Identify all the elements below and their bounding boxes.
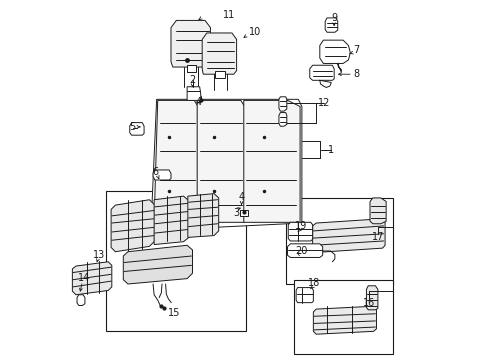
Polygon shape: [129, 123, 144, 135]
Polygon shape: [187, 64, 196, 72]
Polygon shape: [325, 18, 337, 32]
Polygon shape: [278, 97, 286, 111]
Polygon shape: [240, 210, 247, 216]
Text: 1: 1: [327, 144, 333, 154]
Polygon shape: [154, 196, 188, 244]
Polygon shape: [77, 295, 85, 306]
Text: 11: 11: [223, 10, 235, 20]
Text: 12: 12: [317, 98, 329, 108]
Text: 3: 3: [233, 208, 239, 218]
Polygon shape: [369, 198, 386, 224]
Polygon shape: [111, 200, 155, 252]
Text: 7: 7: [352, 45, 359, 55]
Polygon shape: [197, 100, 244, 222]
Polygon shape: [278, 113, 286, 126]
Text: 19: 19: [294, 221, 306, 231]
Text: 6: 6: [152, 167, 158, 177]
Polygon shape: [151, 99, 301, 230]
Polygon shape: [244, 100, 300, 222]
Polygon shape: [366, 286, 377, 310]
Polygon shape: [215, 71, 224, 78]
Text: 17: 17: [371, 232, 383, 242]
Polygon shape: [154, 100, 198, 228]
FancyBboxPatch shape: [106, 191, 246, 330]
FancyBboxPatch shape: [293, 280, 392, 354]
Polygon shape: [72, 262, 112, 295]
Text: 10: 10: [248, 27, 261, 37]
Text: 14: 14: [78, 273, 90, 283]
Polygon shape: [171, 21, 210, 67]
Polygon shape: [202, 33, 236, 74]
Text: 8: 8: [353, 69, 359, 79]
Text: 4: 4: [238, 192, 244, 202]
Text: 13: 13: [93, 249, 105, 260]
Text: 5: 5: [129, 122, 136, 132]
Polygon shape: [187, 194, 218, 237]
Text: 18: 18: [307, 278, 320, 288]
Polygon shape: [287, 222, 312, 241]
Text: 15: 15: [168, 309, 181, 318]
Polygon shape: [312, 219, 384, 252]
Text: 2: 2: [189, 75, 195, 85]
Polygon shape: [123, 245, 192, 284]
Polygon shape: [153, 170, 171, 180]
Text: 20: 20: [294, 246, 307, 256]
Polygon shape: [296, 288, 313, 303]
Text: 9: 9: [330, 13, 337, 23]
Polygon shape: [313, 306, 376, 334]
Text: 16: 16: [363, 298, 375, 308]
FancyBboxPatch shape: [285, 198, 392, 284]
Polygon shape: [287, 244, 322, 257]
Polygon shape: [309, 65, 333, 80]
Polygon shape: [187, 87, 201, 100]
Polygon shape: [319, 40, 349, 63]
Text: 4: 4: [195, 97, 201, 107]
